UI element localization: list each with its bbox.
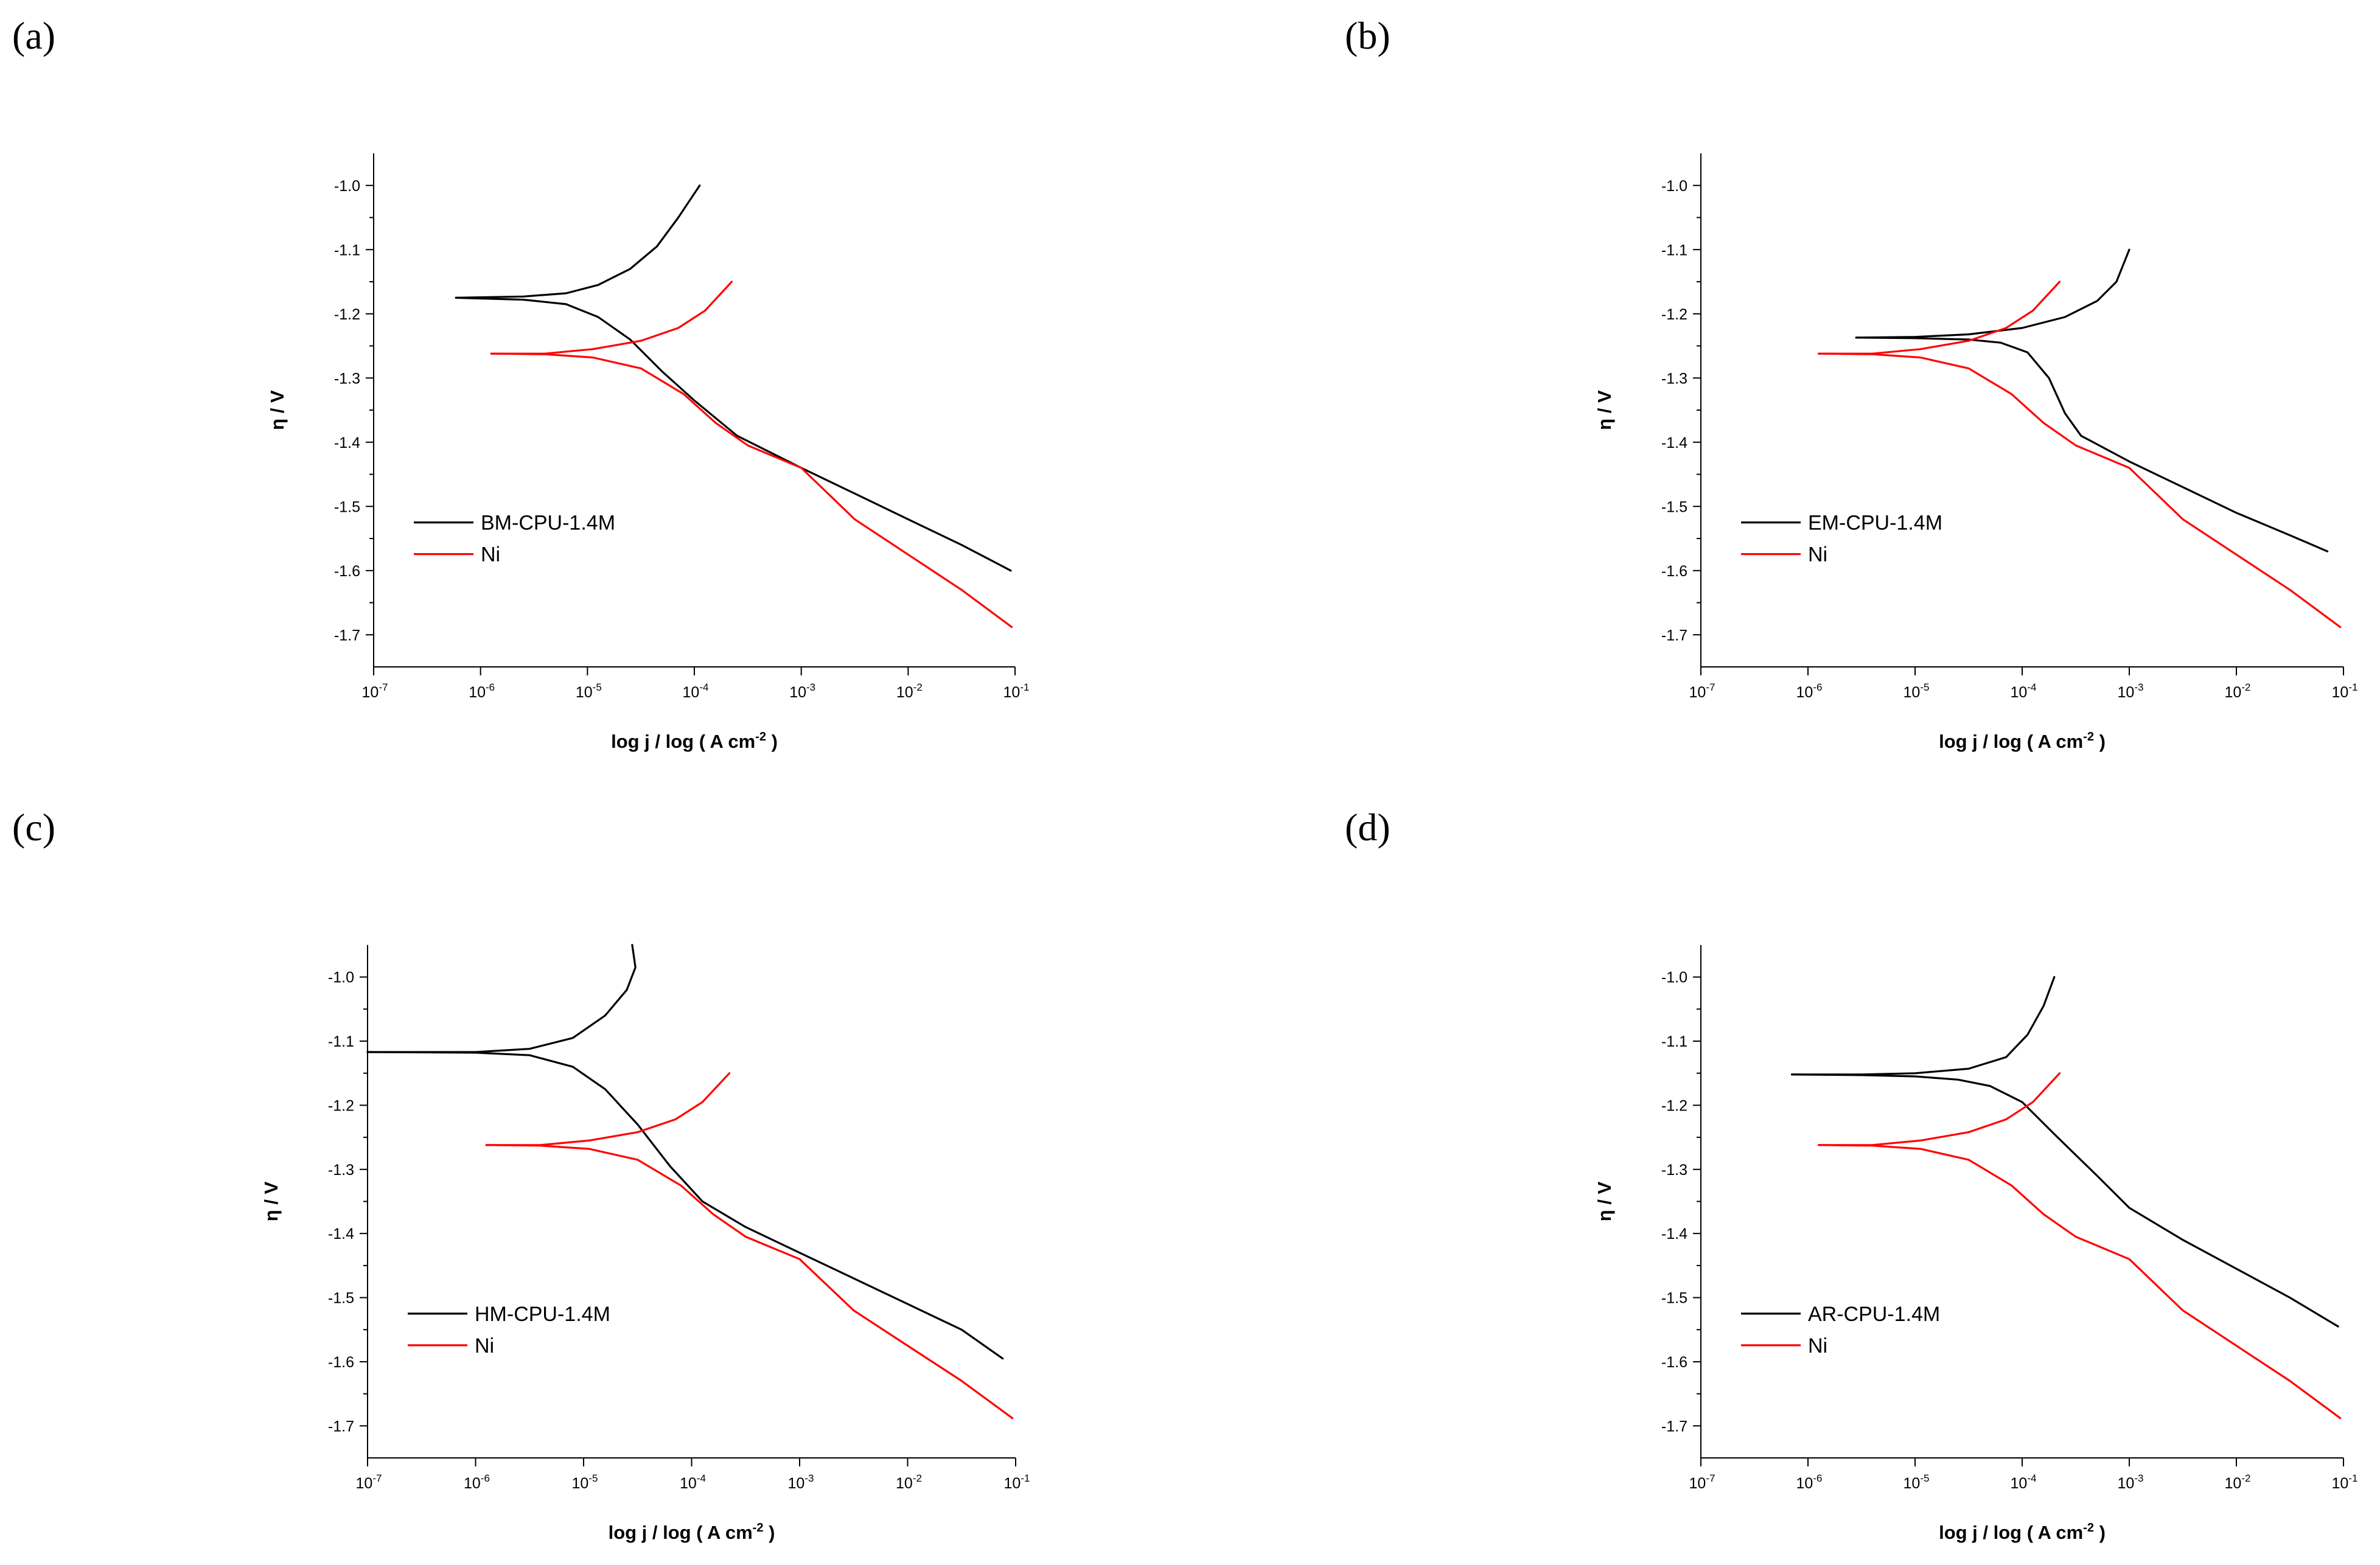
x-tick-label-a: 10-6 bbox=[469, 681, 495, 701]
series-ni-anodic-d bbox=[1818, 1072, 2061, 1146]
y-tick-label-a: -1.5 bbox=[334, 498, 360, 515]
y-axis-title-c: η / V bbox=[260, 1181, 282, 1221]
y-tick-label-d: -1.6 bbox=[1661, 1354, 1687, 1371]
x-tick-label-d: 10-1 bbox=[2332, 1473, 2358, 1492]
y-tick-label-d: -1.0 bbox=[1661, 969, 1687, 986]
x-tick-label-b: 10-4 bbox=[2011, 681, 2037, 701]
y-tick-label-c: -1.3 bbox=[328, 1162, 354, 1179]
y-tick-label-b: -1.5 bbox=[1661, 498, 1687, 515]
series-ni-cathodic-c bbox=[485, 1144, 1014, 1420]
x-tick-label-b: 10-3 bbox=[2118, 681, 2144, 701]
series-sample-anodic-a bbox=[455, 184, 701, 299]
x-tick-label-b: 10-7 bbox=[1689, 681, 1715, 701]
y-axis-title-a: η / V bbox=[267, 390, 288, 430]
y-tick-label-b: -1.4 bbox=[1661, 434, 1687, 451]
y-tick-label-c: -1.4 bbox=[328, 1225, 354, 1243]
x-tick-label-d: 10-7 bbox=[1689, 1473, 1715, 1492]
series-sample-anodic-c bbox=[366, 944, 637, 1053]
x-tick-label-a: 10-3 bbox=[789, 681, 815, 701]
y-tick-label-c: -1.1 bbox=[328, 1033, 354, 1050]
y-tick-label-b: -1.1 bbox=[1661, 242, 1687, 259]
y-tick-label-c: -1.6 bbox=[328, 1354, 354, 1371]
x-tick-label-d: 10-6 bbox=[1796, 1473, 1823, 1492]
y-tick-label-d: -1.5 bbox=[1661, 1290, 1687, 1307]
legend-label-c: HM-CPU-1.4M bbox=[475, 1303, 610, 1326]
x-tick-label-b: 10-1 bbox=[2332, 681, 2358, 701]
y-tick-label-a: -1.2 bbox=[334, 306, 360, 323]
x-tick-label-c: 10-4 bbox=[680, 1473, 706, 1492]
y-tick-label-b: -1.2 bbox=[1661, 306, 1687, 323]
y-axis-title-b: η / V bbox=[1594, 390, 1615, 430]
series-sample-anodic-b bbox=[1855, 248, 2130, 339]
y-tick-label-b: -1.3 bbox=[1661, 370, 1687, 387]
y-axis-title-d: η / V bbox=[1594, 1181, 1615, 1221]
y-tick-label-b: -1.0 bbox=[1661, 178, 1687, 195]
legend-label-d: Ni bbox=[1808, 1334, 1827, 1358]
x-tick-label-a: 10-2 bbox=[896, 681, 923, 701]
series-sample-cathodic-d bbox=[1791, 1073, 2339, 1328]
series-ni-cathodic-d bbox=[1818, 1144, 2342, 1420]
x-axis-title-c: log j / log ( A cm-2 ) bbox=[609, 1521, 775, 1543]
x-tick-label-d: 10-4 bbox=[2011, 1473, 2037, 1492]
panel-label-b: (b) bbox=[1345, 14, 1391, 57]
y-tick-label-d: -1.3 bbox=[1661, 1162, 1687, 1179]
series-sample-cathodic-c bbox=[366, 1051, 1004, 1360]
series-ni-cathodic-b bbox=[1818, 352, 2342, 629]
y-tick-label-b: -1.7 bbox=[1661, 627, 1687, 644]
y-tick-label-d: -1.2 bbox=[1661, 1097, 1687, 1114]
x-tick-label-c: 10-5 bbox=[572, 1473, 598, 1492]
y-tick-label-d: -1.1 bbox=[1661, 1033, 1687, 1050]
legend-label-c: Ni bbox=[475, 1334, 494, 1358]
x-axis-title-b: log j / log ( A cm-2 ) bbox=[1939, 730, 2106, 752]
series-ni-cathodic-a bbox=[490, 352, 1013, 629]
legend-label-a: BM-CPU-1.4M bbox=[481, 512, 615, 535]
x-axis-title-d: log j / log ( A cm-2 ) bbox=[1939, 1521, 2106, 1543]
x-tick-label-b: 10-6 bbox=[1796, 681, 1823, 701]
x-tick-label-a: 10-4 bbox=[683, 681, 709, 701]
legend-label-d: AR-CPU-1.4M bbox=[1808, 1303, 1940, 1326]
x-tick-label-c: 10-2 bbox=[896, 1473, 922, 1492]
panel-label-a: (a) bbox=[12, 14, 56, 57]
series-sample-anodic-d bbox=[1791, 976, 2056, 1076]
panel-label-d: (d) bbox=[1345, 806, 1391, 849]
x-tick-label-b: 10-5 bbox=[1904, 681, 1930, 701]
y-tick-label-a: -1.3 bbox=[334, 370, 360, 387]
x-tick-label-a: 10-1 bbox=[1003, 681, 1030, 701]
y-tick-label-a: -1.0 bbox=[334, 178, 360, 195]
x-tick-label-d: 10-2 bbox=[2225, 1473, 2251, 1492]
x-tick-label-c: 10-1 bbox=[1004, 1473, 1030, 1492]
legend-label-b: EM-CPU-1.4M bbox=[1808, 512, 1942, 535]
y-tick-label-c: -1.5 bbox=[328, 1290, 354, 1307]
x-tick-label-c: 10-7 bbox=[356, 1473, 382, 1492]
series-sample-cathodic-a bbox=[455, 296, 1012, 572]
x-tick-label-a: 10-7 bbox=[362, 681, 388, 701]
x-tick-label-d: 10-3 bbox=[2118, 1473, 2144, 1492]
y-tick-label-c: -1.7 bbox=[328, 1418, 354, 1435]
y-tick-label-a: -1.4 bbox=[334, 434, 360, 451]
x-axis-title-a: log j / log ( A cm-2 ) bbox=[611, 730, 778, 752]
y-tick-label-a: -1.6 bbox=[334, 563, 360, 580]
y-tick-label-d: -1.4 bbox=[1661, 1225, 1687, 1243]
y-tick-label-a: -1.1 bbox=[334, 242, 360, 259]
legend-label-a: Ni bbox=[481, 543, 500, 566]
series-sample-cathodic-b bbox=[1855, 336, 2329, 552]
x-tick-label-c: 10-3 bbox=[788, 1473, 814, 1492]
panel-label-c: (c) bbox=[12, 806, 56, 849]
y-tick-label-c: -1.0 bbox=[328, 969, 354, 986]
y-tick-label-c: -1.2 bbox=[328, 1097, 354, 1114]
y-tick-label-a: -1.7 bbox=[334, 627, 360, 644]
x-tick-label-c: 10-6 bbox=[464, 1473, 490, 1492]
x-tick-label-a: 10-5 bbox=[576, 681, 602, 701]
x-tick-label-d: 10-5 bbox=[1904, 1473, 1930, 1492]
y-tick-label-b: -1.6 bbox=[1661, 563, 1687, 580]
y-tick-label-d: -1.7 bbox=[1661, 1418, 1687, 1435]
x-tick-label-b: 10-2 bbox=[2225, 681, 2251, 701]
legend-label-b: Ni bbox=[1808, 543, 1827, 566]
